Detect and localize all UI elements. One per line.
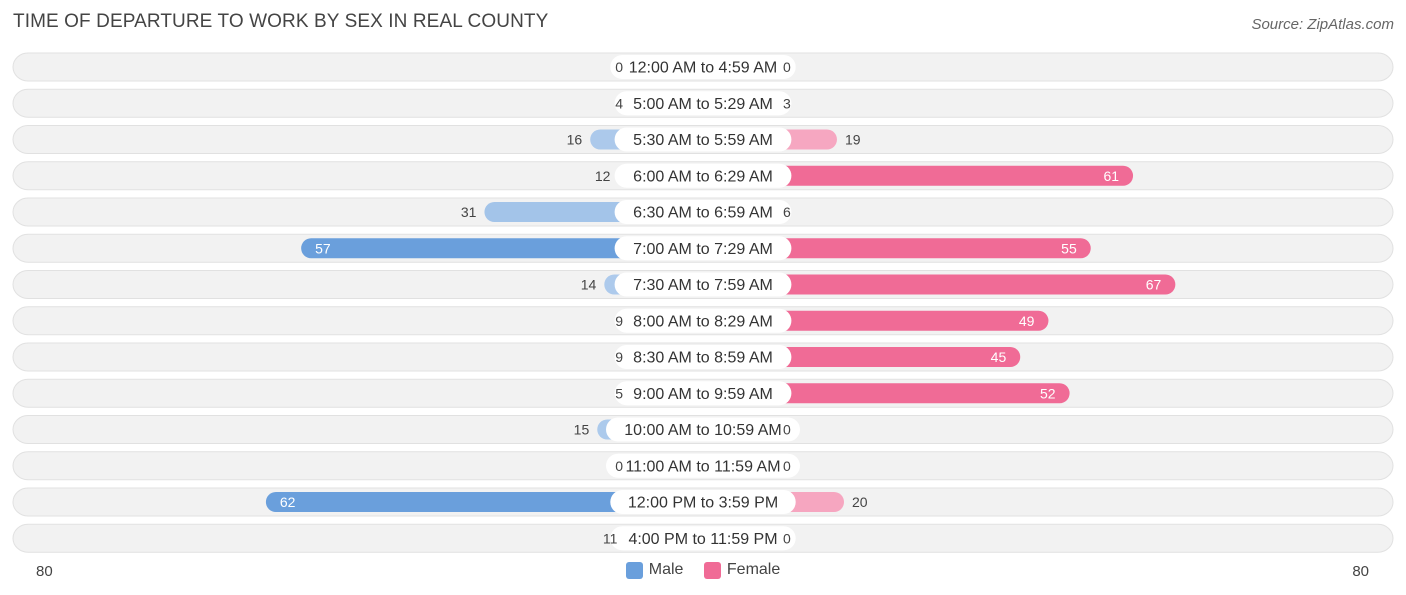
category-label: 4:00 PM to 11:59 PM [628, 531, 777, 548]
bar-male[interactable] [301, 238, 703, 259]
value-label-female: 45 [991, 349, 1007, 365]
value-label-female: 20 [852, 494, 868, 510]
value-label-male: 12 [595, 168, 611, 184]
value-label-female: 67 [1146, 277, 1162, 293]
legend: Male Female [0, 561, 1406, 584]
value-label-male: 0 [615, 59, 623, 75]
row-8: 8:30 AM to 8:59 AM 9 45 [12, 342, 1394, 372]
category-label: 9:00 AM to 9:59 AM [633, 386, 773, 403]
value-label-female: 52 [1040, 385, 1056, 401]
value-label-male: 57 [315, 240, 331, 256]
bar-female[interactable] [703, 165, 1134, 186]
category-label-bg [610, 55, 796, 79]
value-label-male: 11 [603, 530, 618, 546]
bar-female[interactable] [703, 274, 1176, 295]
category-label: 10:00 AM to 10:59 AM [624, 422, 781, 439]
category-label-bg [614, 236, 792, 261]
category-label-bg [614, 127, 792, 152]
row-3: 6:00 AM to 6:29 AM 12 61 [12, 161, 1394, 191]
category-label: 8:00 AM to 8:29 AM [633, 313, 773, 330]
category-label: 12:00 AM to 4:59 AM [629, 60, 778, 77]
category-label-bg [606, 453, 800, 478]
category-label-bg [614, 91, 792, 116]
value-label-female: 55 [1061, 240, 1077, 256]
row-5: 7:00 AM to 7:29 AM 57 55 [12, 233, 1394, 263]
value-label-male: 9 [615, 313, 623, 329]
value-label-female: 49 [1019, 313, 1035, 329]
value-label-male: 31 [461, 204, 477, 220]
value-label-male: 4 [615, 95, 623, 111]
axis-label-left: 80 [36, 563, 53, 580]
category-label: 7:30 AM to 7:59 AM [633, 277, 773, 294]
value-label-male: 62 [280, 494, 296, 510]
value-label-female: 0 [783, 458, 791, 474]
chart-svg: 12:00 AM to 4:59 AM 0 0 5:00 AM to 5:29 AM 4… [12, 52, 1394, 553]
category-label-bg [614, 200, 792, 224]
legend-item-male[interactable]: Male [625, 561, 684, 579]
value-label-male: 14 [581, 277, 597, 293]
row-6: 7:30 AM to 7:59 AM 14 67 [12, 270, 1394, 299]
bar-male[interactable] [265, 492, 703, 512]
legend-swatch-male [625, 561, 643, 579]
category-label: 8:30 AM to 8:59 AM [633, 350, 773, 367]
value-label-female: 6 [783, 204, 791, 220]
legend-item-female[interactable]: Female [703, 561, 781, 579]
value-label-male: 9 [615, 349, 623, 365]
legend-label-female: Female [726, 561, 781, 578]
row-4: 6:30 AM to 6:59 AM 31 6 [12, 197, 1394, 227]
row-13: 4:00 PM to 11:59 PM 11 0 [12, 523, 1394, 553]
value-label-male: 0 [615, 458, 623, 474]
value-label-female: 3 [783, 95, 791, 111]
value-label-male: 5 [615, 385, 623, 401]
value-label-female: 0 [783, 422, 791, 438]
category-label-bg [614, 163, 792, 188]
value-label-female: 61 [1103, 168, 1119, 184]
category-label-bg [606, 417, 800, 442]
category-label: 7:00 AM to 7:29 AM [633, 241, 773, 258]
category-label: 6:00 AM to 6:29 AM [633, 168, 773, 185]
category-label: 5:30 AM to 5:59 AM [633, 132, 773, 149]
bar-female[interactable] [703, 238, 1091, 259]
value-label-female: 19 [845, 132, 861, 148]
row-11: 11:00 AM to 11:59 AM0 0 [12, 451, 1394, 481]
category-label-bg [614, 345, 792, 369]
category-label: 6:30 AM to 6:59 AM [633, 205, 773, 222]
row-12: 12:00 PM to 3:59 PM 62 20 [12, 487, 1394, 517]
category-label-bg [614, 381, 792, 406]
chart-source: Source: ZipAtlas.com [1251, 16, 1394, 33]
category-label-bg [614, 272, 792, 297]
row-0: 12:00 AM to 4:59 AM 0 0 [12, 52, 1394, 82]
axis-label-right: 80 [1352, 563, 1369, 580]
row-10: 10:00 AM to 10:59 AM 15 0 [12, 415, 1394, 444]
category-label-bg [614, 308, 792, 333]
row-1: 5:00 AM to 5:29 AM 4 3 [12, 88, 1394, 118]
chart-title: TIME OF DEPARTURE TO WORK BY SEX IN REAL… [13, 11, 549, 32]
value-label-female: 0 [783, 59, 791, 75]
bar-female[interactable] [703, 383, 1070, 404]
row-2: 5:30 AM to 5:59 AM 16 19 [12, 125, 1394, 154]
value-label-male: 16 [567, 132, 583, 148]
category-label: 11:00 AM to 11:59 AM [625, 458, 780, 475]
row-7: 8:00 AM to 8:29 AM 9 49 [12, 306, 1394, 336]
value-label-female: 0 [783, 530, 791, 546]
category-label: 5:00 AM to 5:29 AM [633, 96, 773, 113]
category-label-bg [610, 490, 796, 514]
legend-swatch-female [703, 561, 721, 579]
legend-label-male: Male [648, 561, 684, 578]
value-label-male: 15 [574, 422, 590, 438]
row-9: 9:00 AM to 9:59 AM 5 52 [12, 378, 1394, 408]
category-label-bg [610, 526, 796, 551]
category-label: 12:00 PM to 3:59 PM [628, 495, 778, 512]
